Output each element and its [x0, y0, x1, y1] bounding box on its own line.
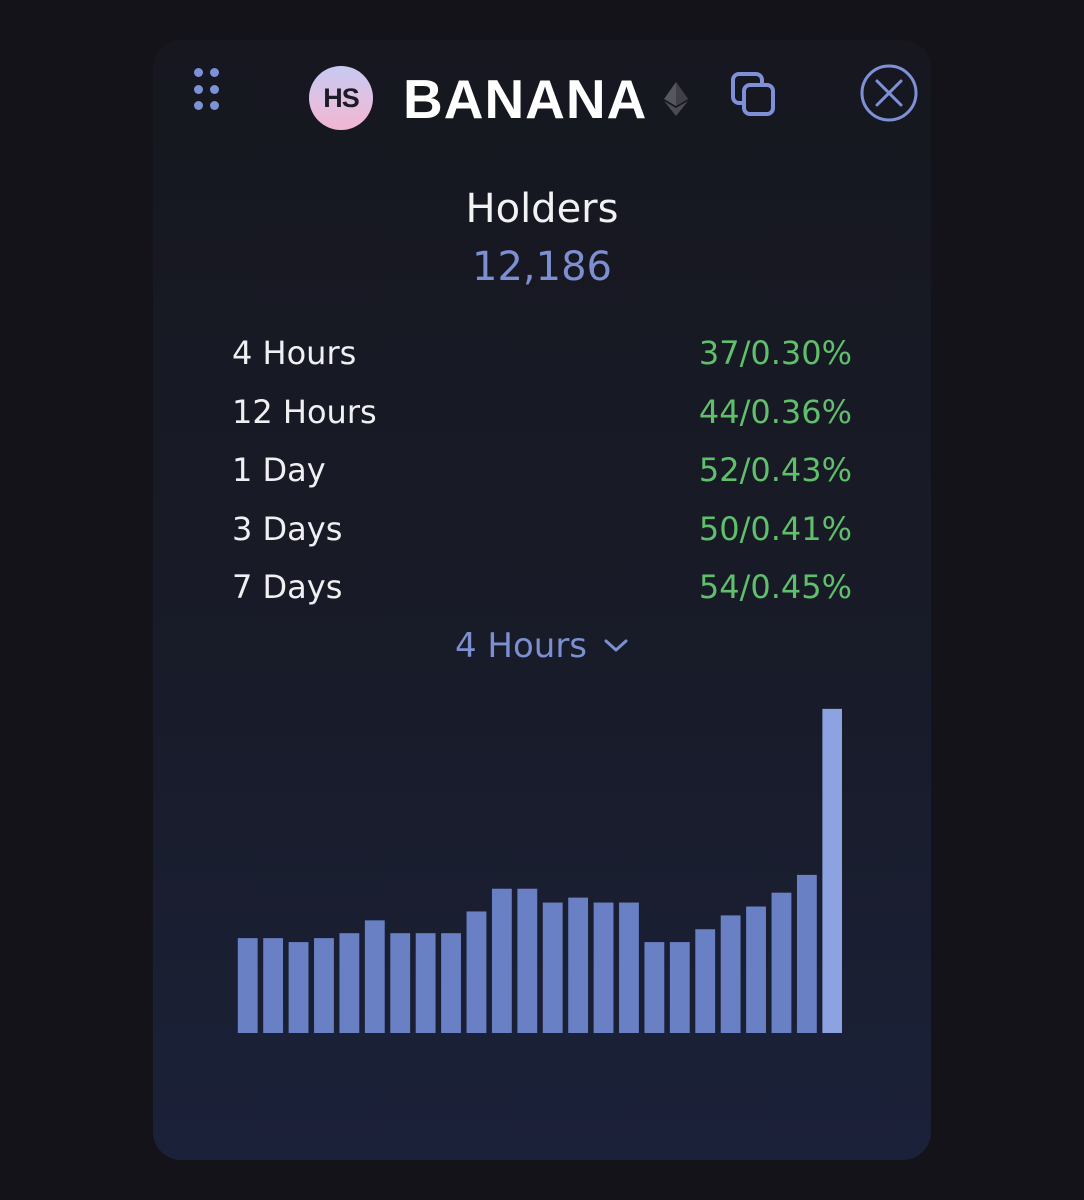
holders-title: Holders [465, 186, 619, 232]
chart-bar-6[interactable] [364, 920, 385, 1033]
stat-row-4-hours: 4 Hours 37/0.30% [232, 324, 852, 383]
chart-bar-16[interactable] [619, 902, 639, 1033]
chart-bar-14[interactable] [568, 897, 589, 1033]
stat-label: 4 Hours [232, 334, 357, 373]
chart-bar-12[interactable] [517, 888, 538, 1033]
chart-bar-3[interactable] [288, 942, 309, 1033]
stat-row-12-hours: 12 Hours 44/0.36% [232, 383, 852, 442]
stat-label: 7 Days [232, 568, 343, 607]
copy-icon[interactable] [728, 70, 778, 120]
holders-bar-chart [237, 708, 842, 1033]
close-icon[interactable] [858, 62, 920, 124]
token-name: BANANA [403, 68, 648, 130]
chart-bar-20[interactable] [720, 915, 741, 1033]
stat-value: 54/0.45% [698, 568, 852, 607]
token-avatar: HS [309, 66, 373, 130]
chart-bar-2[interactable] [263, 938, 284, 1033]
avatar-initials: HS [323, 82, 360, 113]
chart-bar-8[interactable] [415, 933, 436, 1033]
chart-bar-18[interactable] [669, 942, 690, 1033]
chart-bar-21[interactable] [746, 906, 766, 1033]
drag-handle-icon[interactable] [194, 68, 224, 114]
chart-bar-11[interactable] [491, 888, 512, 1033]
chart-bar-23[interactable] [796, 874, 817, 1033]
stat-value: 52/0.43% [698, 451, 852, 490]
stat-row-3-days: 3 Days 50/0.41% [232, 500, 852, 559]
chevron-down-icon [604, 639, 628, 652]
stat-row-1-day: 1 Day 52/0.43% [232, 441, 852, 500]
chart-bar-17[interactable] [644, 942, 665, 1033]
chart-bar-10[interactable] [466, 911, 487, 1033]
chart-bar-19[interactable] [695, 929, 716, 1033]
chart-bar-5[interactable] [339, 933, 360, 1033]
chart-bar-24[interactable] [822, 708, 842, 1033]
chart-bar-4[interactable] [314, 938, 334, 1033]
chart-bar-9[interactable] [441, 933, 461, 1033]
chart-bar-22[interactable] [771, 892, 792, 1033]
stat-value: 44/0.36% [698, 392, 852, 431]
period-dropdown-value: 4 Hours [454, 626, 588, 666]
chart-bar-15[interactable] [593, 902, 614, 1033]
stat-label: 1 Day [232, 451, 326, 490]
stat-value: 50/0.41% [698, 509, 852, 548]
stat-row-7-days: 7 Days 54/0.45% [232, 558, 852, 617]
ethereum-icon [664, 82, 688, 116]
stat-value: 37/0.30% [698, 334, 852, 373]
holder-stats-list: 4 Hours 37/0.30% 12 Hours 44/0.36% 1 Day… [232, 324, 852, 617]
chart-bar-7[interactable] [390, 933, 411, 1033]
holders-count: 12,186 [472, 244, 612, 290]
stat-label: 12 Hours [232, 392, 377, 431]
chart-bar-13[interactable] [542, 902, 563, 1033]
chart-bar-1[interactable] [237, 938, 258, 1033]
stat-label: 3 Days [232, 509, 343, 548]
period-dropdown[interactable]: 4 Hours [0, 626, 1084, 666]
